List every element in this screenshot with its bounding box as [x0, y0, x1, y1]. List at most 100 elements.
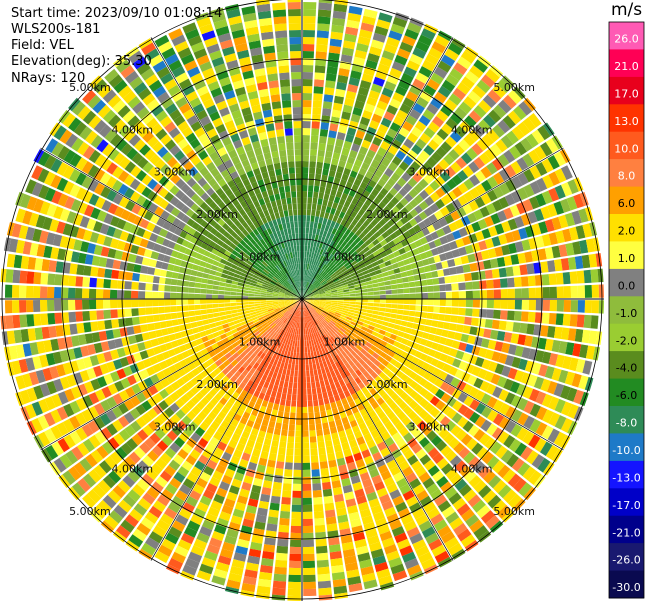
velocity-gate — [184, 248, 193, 256]
velocity-gate — [54, 300, 62, 311]
velocity-gate — [491, 158, 504, 171]
velocity-gate — [8, 345, 19, 360]
velocity-gate — [337, 301, 344, 304]
velocity-gate — [287, 588, 301, 596]
velocity-gate — [237, 422, 246, 431]
velocity-gate — [235, 235, 243, 243]
velocity-gate — [313, 405, 320, 413]
velocity-gate — [341, 384, 348, 392]
velocity-gate — [321, 386, 327, 393]
velocity-gate — [287, 313, 292, 319]
velocity-gate — [211, 354, 220, 363]
velocity-gate — [330, 286, 337, 290]
velocity-gate — [68, 275, 77, 287]
velocity-gate — [355, 229, 362, 237]
velocity-gate — [473, 209, 484, 221]
velocity-gate — [503, 255, 513, 266]
velocity-gate — [285, 357, 290, 364]
velocity-gate — [431, 270, 439, 278]
velocity-gate — [159, 321, 167, 329]
velocity-gate — [369, 46, 382, 57]
velocity-gate — [97, 499, 112, 514]
velocity-gate — [190, 545, 205, 557]
velocity-gate — [264, 473, 274, 482]
velocity-gate — [276, 360, 282, 368]
velocity-gate — [226, 528, 239, 539]
velocity-gate — [500, 134, 514, 149]
velocity-gate — [261, 419, 269, 427]
velocity-gate — [460, 50, 476, 64]
velocity-gate — [307, 197, 313, 204]
velocity-gate — [278, 321, 283, 327]
velocity-gate — [334, 280, 341, 285]
velocity-gate — [292, 291, 298, 296]
velocity-gate — [255, 341, 262, 348]
velocity-gate — [347, 156, 356, 165]
velocity-gate — [331, 327, 338, 333]
velocity-gate — [338, 238, 345, 246]
velocity-gate — [419, 236, 428, 245]
velocity-gate — [395, 348, 404, 356]
velocity-gate — [270, 377, 276, 385]
velocity-gate — [418, 377, 428, 387]
velocity-gate — [435, 328, 443, 336]
velocity-gate — [443, 432, 455, 445]
velocity-gate — [35, 214, 46, 229]
velocity-gate — [202, 406, 211, 416]
velocity-gate — [235, 545, 248, 556]
velocity-gate — [76, 322, 85, 334]
velocity-gate — [366, 96, 378, 107]
velocity-gate — [88, 193, 100, 206]
velocity-gate — [201, 278, 208, 284]
velocity-gate — [290, 532, 302, 540]
velocity-gate — [225, 445, 235, 455]
velocity-gate — [496, 79, 512, 94]
velocity-gate — [331, 158, 339, 166]
velocity-gate — [122, 494, 137, 508]
velocity-gate — [98, 330, 108, 341]
velocity-gate — [238, 358, 246, 366]
velocity-gate — [71, 251, 80, 263]
velocity-gate — [314, 411, 321, 419]
velocity-gate — [164, 139, 177, 151]
velocity-gate — [434, 91, 447, 104]
velocity-gate — [348, 189, 357, 198]
velocity-gate — [86, 218, 97, 231]
velocity-gate — [160, 452, 172, 464]
velocity-gate — [197, 177, 208, 188]
velocity-gate — [461, 235, 472, 246]
velocity-gate — [341, 416, 349, 425]
velocity-gate — [272, 403, 280, 411]
velocity-gate — [399, 144, 411, 155]
velocity-gate — [255, 284, 262, 288]
velocity-gate — [380, 117, 392, 128]
velocity-gate — [136, 360, 146, 371]
velocity-gate — [333, 325, 340, 331]
velocity-gate — [302, 299, 307, 304]
velocity-gate — [152, 404, 164, 415]
velocity-gate — [284, 294, 291, 297]
velocity-gate — [374, 169, 384, 178]
velocity-gate — [437, 500, 452, 513]
velocity-gate — [64, 196, 75, 210]
velocity-gate — [251, 277, 259, 282]
velocity-gate — [391, 299, 398, 304]
velocity-gate — [77, 105, 91, 120]
velocity-gate — [305, 289, 310, 295]
velocity-gate — [89, 277, 97, 288]
velocity-gate — [360, 22, 375, 33]
velocity-gate — [501, 342, 511, 354]
velocity-gate — [486, 189, 498, 202]
velocity-gate — [268, 420, 276, 428]
velocity-gate — [13, 329, 23, 344]
velocity-gate — [188, 281, 196, 288]
velocity-gate — [336, 339, 342, 346]
velocity-gate — [491, 236, 501, 247]
velocity-gate — [553, 151, 567, 167]
velocity-gate — [308, 418, 315, 425]
velocity-gate — [345, 26, 359, 36]
velocity-gate — [349, 306, 356, 310]
velocity-gate — [47, 313, 56, 325]
velocity-gate — [579, 344, 589, 359]
velocity-gate — [367, 267, 375, 273]
